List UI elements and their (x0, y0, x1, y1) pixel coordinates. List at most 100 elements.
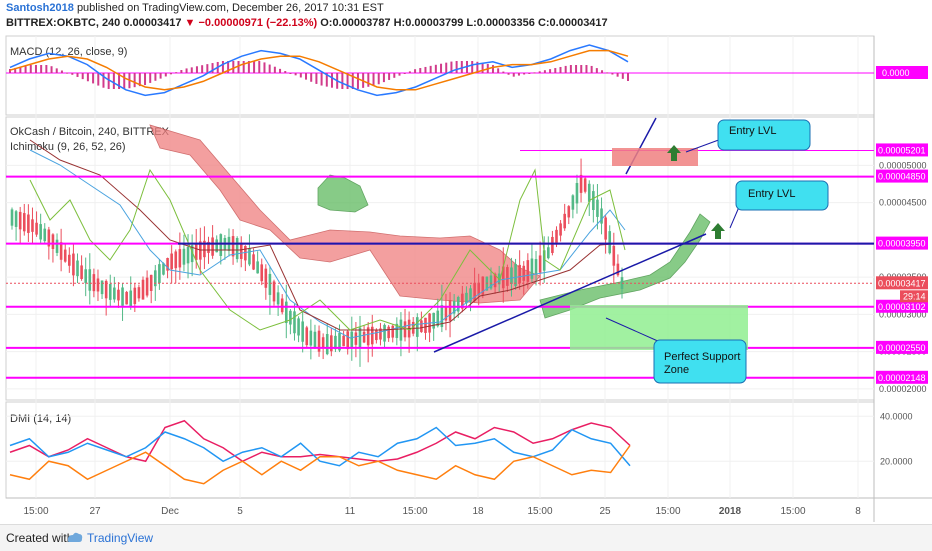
candle-body (199, 241, 202, 260)
macd-histogram-bar (190, 67, 193, 73)
candle-body (334, 335, 337, 350)
candle-body (362, 331, 366, 343)
candle-body (31, 219, 34, 232)
trend-line[interactable] (433, 233, 707, 353)
x-tick-label: 18 (472, 506, 484, 517)
candle-body (59, 242, 63, 260)
candle-body (18, 211, 22, 230)
candle-body (379, 328, 382, 340)
macd-histogram-bar (523, 73, 526, 75)
target-zone-box[interactable] (612, 148, 698, 166)
candle-body (301, 321, 304, 342)
candle-body (555, 229, 558, 245)
level-price-text: 0.00002148 (878, 373, 926, 383)
macd-histogram-bar (434, 64, 437, 73)
candle-body (211, 237, 214, 256)
macd-histogram-bar (564, 65, 567, 73)
macd-histogram-bar (393, 73, 396, 78)
level-price-text: 0.00004850 (878, 172, 926, 182)
candle-body (313, 331, 317, 348)
candle-body (166, 257, 169, 271)
candle-body (375, 329, 378, 341)
candle-body (583, 178, 587, 192)
candle-body (280, 298, 284, 313)
candle-body (366, 327, 370, 346)
candle-body (448, 300, 452, 321)
up-arrow-icon[interactable] (667, 145, 681, 161)
candle-body (501, 266, 505, 289)
x-tick-label: Dec (161, 506, 179, 517)
macd-histogram-bar (606, 72, 609, 74)
candle-body (203, 240, 206, 258)
candle-body (289, 310, 292, 325)
macd-histogram-bar (92, 73, 95, 84)
support-note[interactable] (653, 339, 747, 384)
publish-line: Santosh2018 published on TradingView.com… (6, 2, 384, 14)
candle-body (530, 258, 534, 279)
candle-body (522, 265, 526, 281)
candle-body (612, 245, 616, 266)
x-tick-label: 5 (237, 506, 243, 517)
candle-body (92, 274, 96, 292)
tradingview-logo-icon[interactable] (66, 530, 84, 549)
macd-histogram-bar (351, 73, 354, 89)
candle-body (96, 278, 100, 292)
macd-histogram-bar (388, 73, 391, 80)
candle-body (207, 241, 210, 253)
down-arrow-icon: ▼ (184, 17, 196, 29)
macd-histogram-bar (50, 66, 53, 73)
plus-di-line (9, 426, 631, 467)
entry-note-1[interactable] (717, 119, 811, 151)
macd-histogram-bar (211, 63, 214, 73)
candle-body (145, 277, 149, 296)
x-tick-label: 15:00 (655, 506, 680, 517)
macd-histogram-bar (19, 66, 22, 73)
candle-body (616, 263, 620, 276)
macd-histogram-bar (305, 73, 308, 80)
kijun-line (29, 139, 626, 331)
entry-note-2[interactable] (735, 180, 829, 211)
callout-text: Zone (664, 364, 689, 376)
macd-histogram-bar (206, 64, 209, 73)
candle-body (22, 213, 26, 232)
macd-histogram-bar (24, 65, 27, 73)
level-price-tag (876, 143, 928, 157)
candle-body (10, 209, 14, 226)
candle-body (567, 206, 571, 218)
macd-histogram-bar (258, 61, 261, 73)
macd-histogram-bar (9, 69, 11, 73)
candle-body (305, 327, 309, 346)
candle-body (424, 317, 427, 333)
macd-histogram-bar (81, 73, 84, 80)
signal-line (9, 49, 629, 91)
dmi-tick-label: 40.0000 (880, 411, 913, 421)
candle-body (604, 217, 607, 240)
macd-histogram-bar (14, 67, 17, 73)
macd-histogram-bar (414, 69, 417, 73)
last-price-tag (876, 276, 928, 290)
tradingview-brand[interactable]: TradingView (87, 531, 154, 545)
macd-value-tag (876, 66, 928, 79)
macd-histogram-bar (481, 62, 484, 73)
candle-body (575, 182, 579, 204)
last-price-text: 0.00003417 (878, 278, 926, 288)
candle-body (137, 287, 141, 299)
publish-info: published on TradingView.com, December 2… (76, 2, 384, 14)
candle-body (14, 211, 18, 227)
chart-area[interactable]: 15:00 27 Dec 5 11 15:00 18 15:00 25 15:00 2018 15:0… (0, 0, 932, 524)
author-name[interactable]: Santosh2018 (6, 2, 74, 14)
macd-histogram-bar (102, 73, 105, 88)
symbol-name: BITTREX:OKBTC, 240 (6, 17, 121, 29)
candle-body (481, 276, 485, 295)
candle-body (47, 229, 51, 247)
candle-body (268, 273, 272, 295)
up-arrow-icon[interactable] (711, 223, 725, 239)
candle-body (100, 280, 104, 295)
macd-histogram-bar (554, 68, 557, 73)
candle-body (80, 265, 83, 280)
macd-histogram-bar (367, 73, 370, 87)
macd-histogram-bar (445, 62, 448, 73)
candle-body (600, 208, 603, 224)
macd-histogram-bar (315, 73, 318, 84)
